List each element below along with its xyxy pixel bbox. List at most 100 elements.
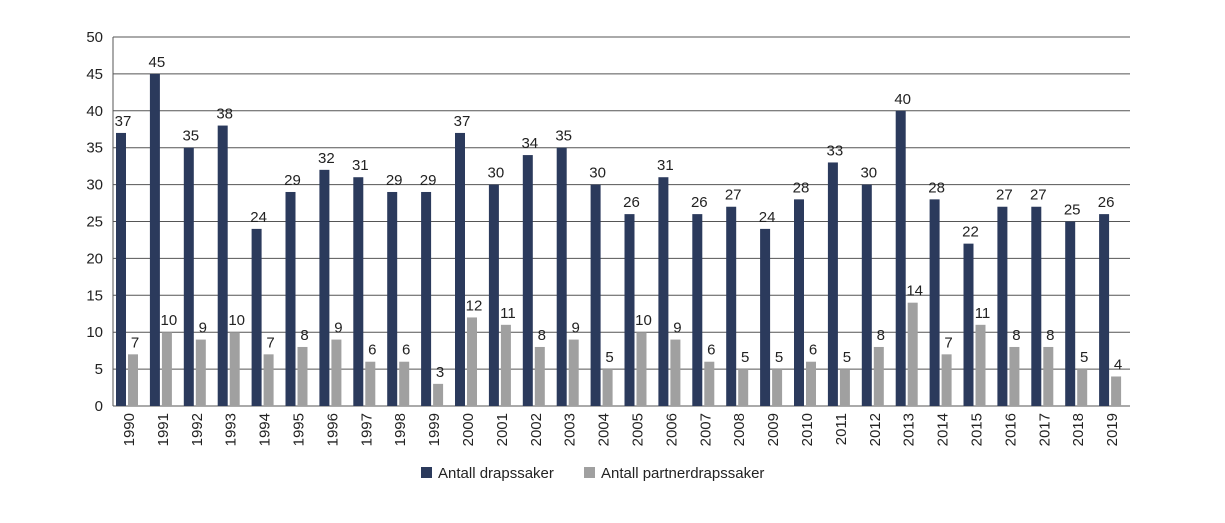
x-tick-label: 2015 [968, 413, 985, 446]
data-label: 4 [1114, 356, 1122, 373]
x-tick-label: 2012 [867, 413, 884, 446]
bar [1009, 346, 1020, 406]
x-tick-label: 2008 [731, 413, 748, 446]
data-label: 37 [454, 113, 471, 130]
bar [285, 191, 296, 406]
bar [161, 332, 172, 406]
data-label: 25 [1064, 202, 1081, 219]
x-tick-label: 2004 [596, 413, 613, 446]
data-label: 24 [759, 209, 776, 226]
data-label: 9 [199, 320, 207, 337]
bar [263, 354, 274, 406]
data-label: 8 [877, 327, 885, 344]
data-label: 3 [436, 364, 444, 381]
data-label: 7 [131, 334, 139, 351]
data-label: 37 [115, 113, 132, 130]
data-label: 28 [928, 179, 945, 196]
bar [522, 155, 533, 406]
data-label: 28 [793, 179, 810, 196]
data-label: 6 [809, 342, 817, 359]
bar [806, 361, 816, 406]
data-label: 9 [673, 320, 681, 337]
x-tick-label: 2014 [935, 413, 952, 446]
bar [116, 132, 126, 406]
data-label: 45 [149, 54, 166, 71]
bar [399, 361, 410, 406]
bar [692, 214, 703, 406]
data-label: 31 [352, 157, 369, 174]
data-label: 7 [944, 334, 952, 351]
data-label: 30 [488, 165, 505, 182]
data-label: 7 [266, 334, 274, 351]
legend-item: Antall drapssaker [421, 465, 554, 482]
data-label: 8 [1046, 327, 1054, 344]
bar [794, 199, 804, 406]
bar [1043, 346, 1054, 406]
data-label: 34 [521, 135, 538, 152]
bar [997, 206, 1008, 406]
x-tick-label: 1999 [426, 413, 443, 446]
bar [556, 147, 567, 406]
data-label: 5 [775, 349, 783, 366]
x-tick-label: 2006 [663, 413, 680, 446]
data-label: 29 [284, 172, 301, 189]
data-label: 12 [466, 297, 483, 314]
bar [568, 339, 579, 406]
data-label: 38 [216, 106, 233, 123]
bar [827, 162, 838, 406]
bar [738, 369, 749, 406]
legend-label: Antall drapssaker [438, 465, 554, 482]
x-tick-label: 2011 [833, 413, 850, 445]
bar [760, 228, 771, 406]
y-tick-label: 10 [86, 324, 103, 341]
data-label: 29 [420, 172, 437, 189]
bar [331, 339, 342, 406]
y-tick-label: 50 [86, 29, 103, 46]
x-tick-label: 1991 [155, 413, 172, 446]
x-tick-label: 2016 [1002, 413, 1019, 446]
bar [1031, 206, 1042, 406]
data-label: 8 [538, 327, 546, 344]
bar [929, 199, 940, 406]
x-tick-label: 2019 [1104, 413, 1121, 446]
data-label: 9 [334, 320, 342, 337]
y-tick-label: 35 [86, 140, 103, 157]
y-tick-label: 5 [95, 361, 103, 378]
legend-item: Antall partnerdrapssaker [584, 465, 764, 482]
data-label: 5 [1080, 349, 1088, 366]
bar [195, 339, 206, 406]
bar [1077, 369, 1088, 406]
data-label: 14 [906, 283, 923, 300]
data-label: 27 [725, 187, 742, 204]
data-label: 5 [843, 349, 851, 366]
bar [726, 206, 737, 406]
data-label: 10 [635, 312, 652, 329]
data-label: 11 [500, 305, 516, 322]
bar [1111, 376, 1122, 406]
data-label: 27 [1030, 187, 1047, 204]
data-label: 35 [182, 128, 199, 145]
data-label: 9 [572, 320, 580, 337]
bar [963, 243, 974, 406]
x-tick-label: 2002 [528, 413, 545, 446]
bar [488, 184, 499, 406]
bar [1065, 221, 1076, 406]
bar [183, 147, 194, 406]
x-tick-label: 2010 [799, 413, 816, 446]
x-tick-label: 1994 [257, 413, 274, 446]
data-label: 5 [741, 349, 749, 366]
bar [128, 354, 138, 406]
data-label: 32 [318, 150, 335, 167]
bar [590, 184, 601, 406]
x-tick-label: 1990 [121, 413, 138, 446]
y-tick-label: 20 [86, 250, 103, 267]
bar [421, 191, 432, 406]
bar [387, 191, 398, 406]
legend-swatch [584, 467, 595, 478]
data-label: 30 [860, 165, 877, 182]
x-tick-label: 1992 [189, 413, 206, 446]
y-tick-label: 45 [86, 66, 103, 83]
bar [433, 383, 444, 406]
